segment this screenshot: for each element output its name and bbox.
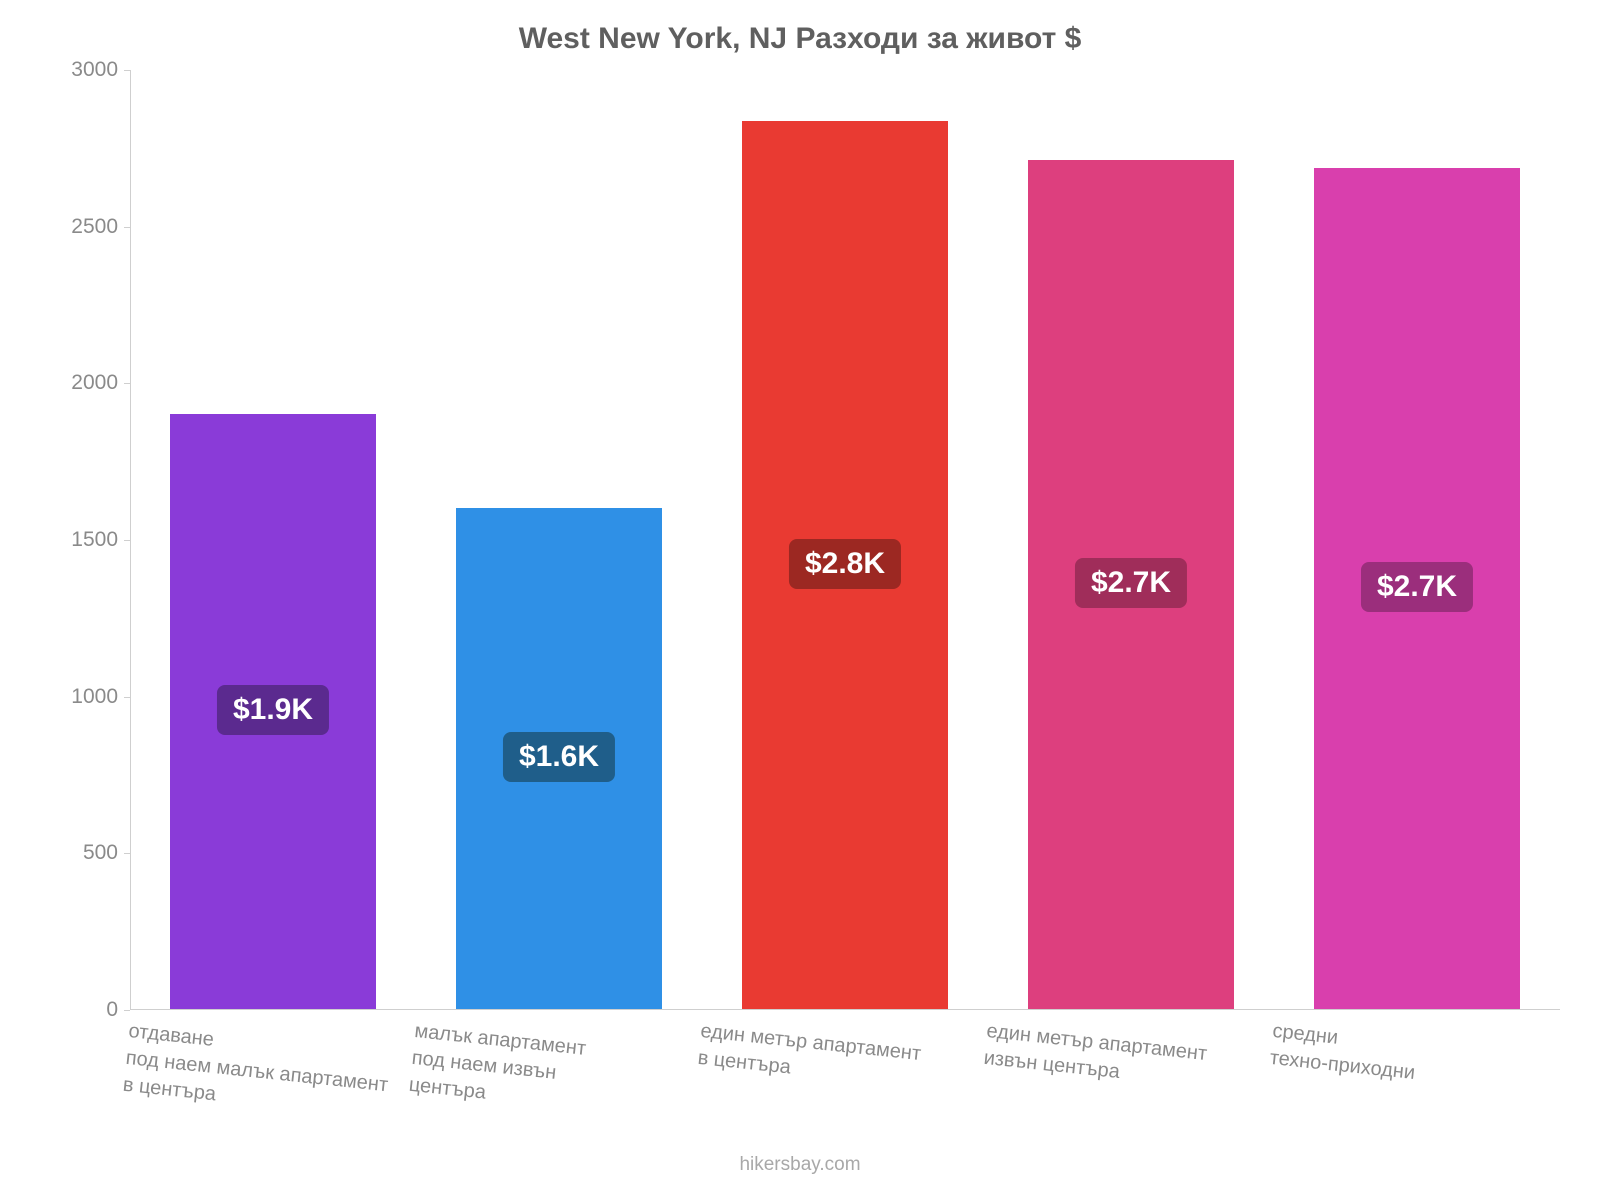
y-tick-label: 500 bbox=[83, 841, 118, 865]
bar: $2.7K bbox=[1314, 168, 1520, 1009]
bar: $1.6K bbox=[456, 508, 662, 1009]
y-tick-mark bbox=[124, 540, 130, 541]
y-tick-mark bbox=[124, 1010, 130, 1011]
y-tick-label: 1000 bbox=[71, 685, 118, 709]
y-tick-mark bbox=[124, 697, 130, 698]
y-tick-mark bbox=[124, 227, 130, 228]
y-tick-mark bbox=[124, 853, 130, 854]
chart-container: West New York, NJ Разходи за живот $ 050… bbox=[0, 0, 1600, 1200]
y-tick-label: 1500 bbox=[71, 528, 118, 552]
x-axis bbox=[130, 1009, 1560, 1010]
footer-credit: hikersbay.com bbox=[0, 1154, 1600, 1176]
y-tick-label: 3000 bbox=[71, 58, 118, 82]
bar: $2.7K bbox=[1028, 160, 1234, 1009]
y-axis bbox=[130, 70, 131, 1010]
y-tick-label: 2500 bbox=[71, 215, 118, 239]
bar: $2.8K bbox=[742, 121, 948, 1009]
y-tick-mark bbox=[124, 383, 130, 384]
chart-title: West New York, NJ Разходи за живот $ bbox=[0, 22, 1600, 56]
y-tick-mark bbox=[124, 70, 130, 71]
y-tick-label: 0 bbox=[106, 998, 118, 1022]
bar-value-badge: $1.6K bbox=[503, 732, 615, 782]
bar-value-badge: $2.8K bbox=[789, 539, 901, 589]
y-tick-label: 2000 bbox=[71, 371, 118, 395]
bar-value-badge: $2.7K bbox=[1075, 558, 1187, 608]
bar: $1.9K bbox=[170, 414, 376, 1009]
bar-value-badge: $2.7K bbox=[1361, 562, 1473, 612]
plot-area: 050010001500200025003000$1.9Kотдаване по… bbox=[130, 70, 1560, 1010]
bar-value-badge: $1.9K bbox=[217, 685, 329, 735]
